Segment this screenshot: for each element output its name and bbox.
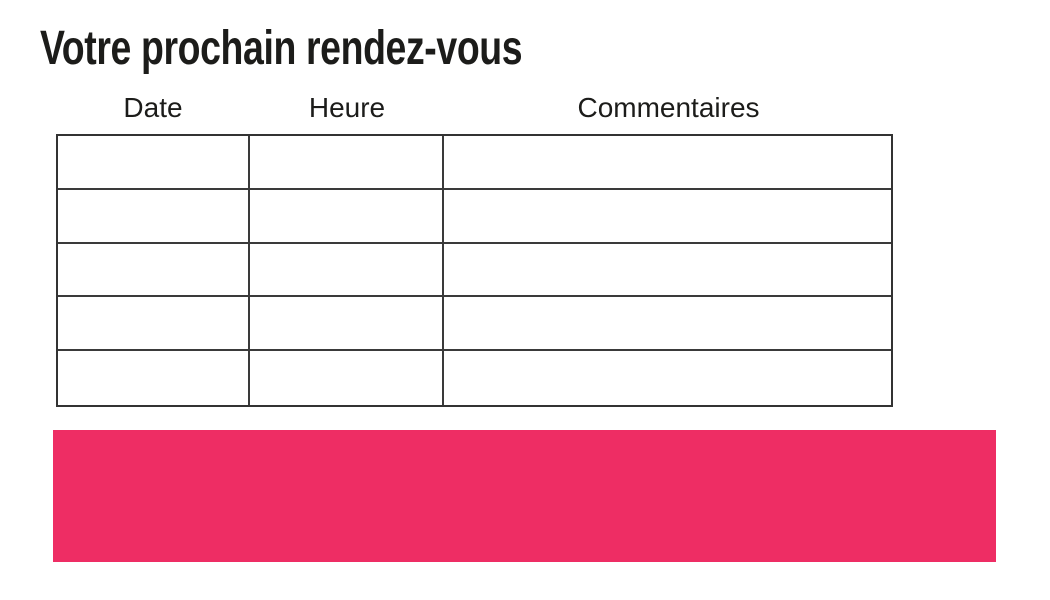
table-row [58, 189, 891, 244]
table-cell [58, 136, 250, 188]
table-cell [250, 243, 444, 296]
table-row [58, 136, 891, 190]
appointments-table [56, 134, 893, 407]
highlight-bar [53, 430, 996, 562]
table-cell [58, 351, 250, 405]
table-cell [444, 351, 891, 405]
table-cell [58, 189, 250, 242]
table-cell [444, 297, 891, 349]
table-cell [250, 189, 444, 242]
table-cell [250, 136, 444, 188]
page-title: Votre prochain rendez-vous [40, 22, 523, 75]
table-row [58, 297, 891, 352]
table-cell [444, 136, 891, 188]
table-cell [444, 190, 891, 242]
table-cell [250, 351, 444, 405]
table-row [58, 351, 891, 405]
table-cell [58, 243, 250, 296]
table-cell [250, 297, 444, 350]
column-header-heure: Heure [308, 92, 386, 123]
column-header-date: Date [123, 92, 183, 123]
table-cell [444, 244, 891, 296]
table-cell [58, 297, 250, 350]
column-header-commentaires: Commentaires [577, 92, 760, 123]
table-row [58, 243, 891, 298]
table-column-headers: Date Heure Commentaires [56, 90, 893, 128]
